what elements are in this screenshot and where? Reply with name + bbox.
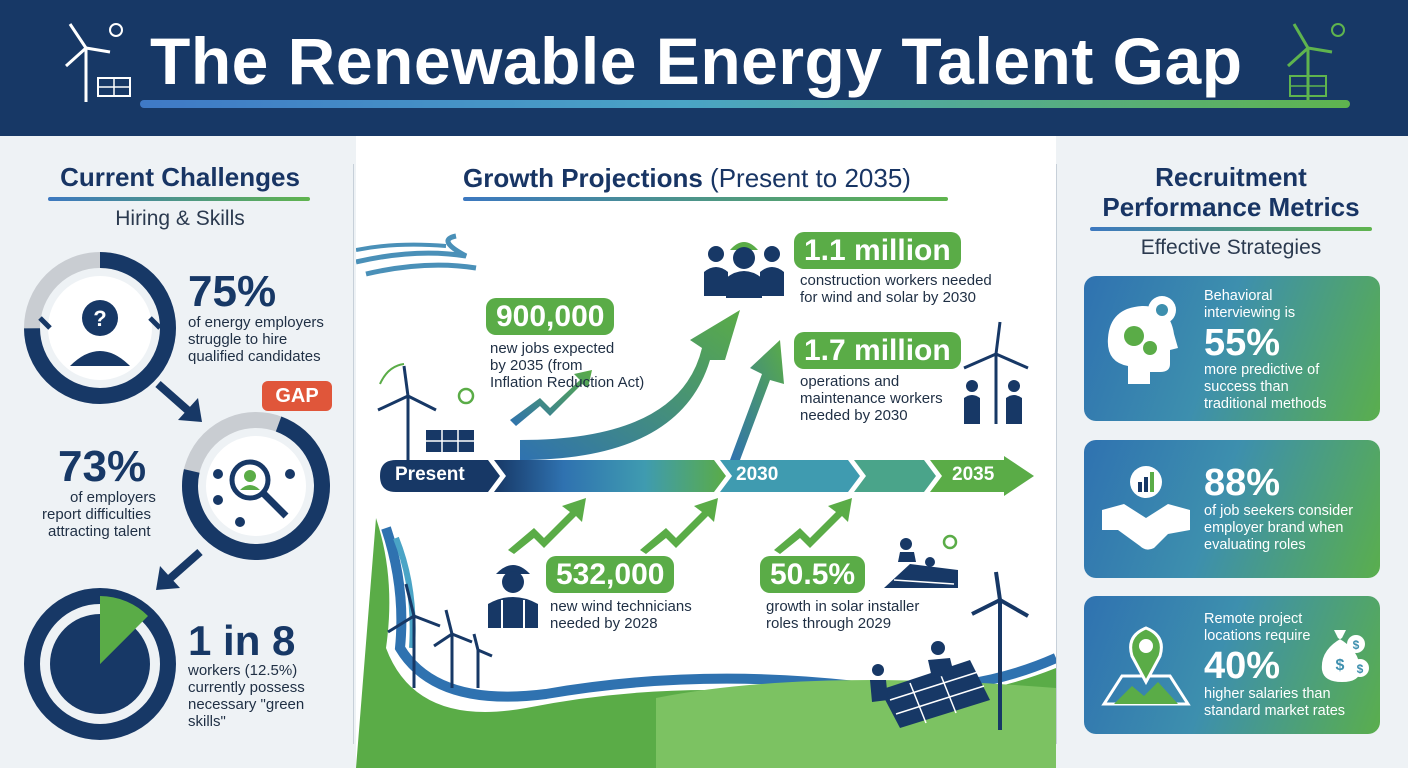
small-arrow-1 bbox=[508, 498, 586, 554]
stat-900k-pill: 900,000 bbox=[486, 298, 615, 335]
section-title-recruitment-line2: Performance Metrics bbox=[1102, 192, 1360, 222]
stat-73-value: 73% bbox=[58, 442, 147, 491]
stat-75-line1: of energy employers bbox=[188, 314, 324, 331]
stat-75-line2: struggle to hire bbox=[188, 331, 288, 348]
card2-line2: employer brand when bbox=[1204, 520, 1344, 536]
section-subtitle-challenges: Hiring & Skills bbox=[115, 207, 245, 230]
stat-1in8-line4: skills" bbox=[188, 713, 226, 730]
section-underline-recruitment bbox=[1090, 227, 1372, 231]
title-underline bbox=[140, 100, 1350, 108]
construction-workers-icon bbox=[704, 242, 784, 298]
wind-turbine-solar-icon-right bbox=[1286, 23, 1345, 102]
stat-532k-pill: 532,000 bbox=[546, 556, 675, 593]
svg-text:$: $ bbox=[1336, 657, 1345, 674]
stat-532k-line1: new wind technicians bbox=[550, 598, 692, 615]
growth-arrows bbox=[510, 310, 784, 460]
section-title-growth: Growth Projections (Present to 2035) bbox=[463, 163, 911, 194]
stat-900k-line1: new jobs expected bbox=[490, 340, 615, 357]
card3-pre-line2: locations require bbox=[1204, 628, 1311, 644]
stat-1-1m-line1: construction workers needed bbox=[800, 272, 992, 289]
section-underline-challenges bbox=[48, 197, 310, 201]
handshake-chart-icon bbox=[1102, 466, 1190, 550]
ring-73-icon bbox=[182, 412, 330, 560]
card1-value: 55% bbox=[1204, 322, 1281, 364]
section-title-challenges: Current Challenges bbox=[60, 162, 300, 192]
section-underline-growth bbox=[463, 197, 948, 201]
stat-1-7m-pill: 1.7 million bbox=[794, 332, 961, 369]
stat-900k-line3: Inflation Reduction Act) bbox=[490, 374, 645, 391]
card1-line3: traditional methods bbox=[1204, 396, 1327, 412]
stat-50-5-line1: growth in solar installer bbox=[766, 598, 920, 615]
card2-value: 88% bbox=[1204, 462, 1281, 504]
small-arrow-2 bbox=[640, 498, 718, 554]
ring-1-in-8-icon bbox=[24, 588, 176, 740]
ring-75-icon: ? bbox=[24, 252, 176, 404]
card3-line1: higher salaries than bbox=[1204, 686, 1331, 702]
card3-line2: standard market rates bbox=[1204, 703, 1346, 719]
stat-75-line3: qualified candidates bbox=[188, 348, 321, 365]
card2-line3: evaluating roles bbox=[1204, 537, 1306, 553]
metric-card-employer-brand bbox=[1084, 440, 1380, 578]
stat-1in8-line2: currently possess bbox=[188, 679, 305, 696]
turbine-solar-present-icon bbox=[377, 363, 475, 464]
stat-50-5-line2: roles through 2029 bbox=[766, 615, 892, 632]
head-gears-icon bbox=[1107, 296, 1178, 384]
arrow-down-left-icon bbox=[156, 549, 203, 590]
stat-532k-line2: needed by 2028 bbox=[550, 615, 658, 632]
stat-1-7m-line3: needed by 2030 bbox=[800, 407, 908, 424]
arrow-down-right-icon bbox=[155, 381, 202, 422]
stat-900k-line2: by 2035 (from bbox=[490, 357, 583, 374]
stat-73-line3: attracting talent bbox=[48, 523, 151, 540]
stat-75-value: 75% bbox=[188, 267, 277, 316]
stat-1-1m-pill: 1.1 million bbox=[794, 232, 961, 269]
stat-73-line2: report difficulties bbox=[42, 506, 151, 523]
rooftop-installers-icon bbox=[884, 534, 958, 588]
stat-1in8-value: 1 in 8 bbox=[188, 617, 296, 664]
card3-value: 40% bbox=[1204, 645, 1281, 687]
timeline-2035: 2035 bbox=[952, 464, 995, 485]
header-banner: The Renewable Energy Talent Gap bbox=[0, 0, 1408, 136]
card1-pre-line1: Behavioral bbox=[1204, 288, 1273, 304]
small-arrow-3 bbox=[774, 498, 852, 554]
gap-badge: GAP bbox=[262, 381, 332, 411]
stat-1-1m-line2: for wind and solar by 2030 bbox=[800, 289, 976, 306]
card1-line1: more predictive of bbox=[1204, 362, 1320, 378]
card1-pre-line2: interviewing is bbox=[1204, 305, 1296, 321]
timeline-present: Present bbox=[395, 464, 465, 485]
timeline-bar bbox=[380, 456, 1034, 496]
section-subtitle-recruitment: Effective Strategies bbox=[1140, 236, 1322, 259]
stat-1-7m-line2: maintenance workers bbox=[800, 390, 943, 407]
map-pin-icon bbox=[1101, 626, 1191, 706]
section-title-growth-suffix: (Present to 2035) bbox=[710, 163, 911, 193]
divider-right bbox=[1056, 164, 1057, 744]
page-title: The Renewable Energy Talent Gap bbox=[150, 24, 1243, 98]
card1-line2: success than bbox=[1204, 379, 1289, 395]
wind-turbine-solar-icon bbox=[64, 23, 131, 102]
stat-1in8-line3: necessary "green bbox=[188, 696, 305, 713]
svg-text:$: $ bbox=[1353, 638, 1360, 652]
wind-turbines-icon bbox=[387, 583, 493, 688]
stat-1in8-line1: workers (12.5%) bbox=[188, 662, 298, 679]
stat-73-line1: of employers bbox=[70, 489, 156, 506]
card2-line1: of job seekers consider bbox=[1204, 503, 1354, 519]
svg-text:$: $ bbox=[1357, 662, 1364, 676]
stat-50-5-pill: 50.5% bbox=[760, 556, 866, 593]
timeline-2030: 2030 bbox=[736, 464, 779, 485]
svg-text:?: ? bbox=[93, 306, 106, 331]
divider-left bbox=[353, 164, 354, 744]
section-title-recruitment-line1: Recruitment bbox=[1155, 162, 1307, 192]
section-title-growth-main: Growth Projections bbox=[463, 163, 703, 193]
maintenance-workers-icon bbox=[963, 321, 1029, 424]
stat-1-7m-line1: operations and bbox=[800, 373, 900, 390]
money-bag-icon: $ $ $ bbox=[1321, 630, 1369, 682]
solar-installers-icon bbox=[870, 571, 1029, 730]
card3-pre-line1: Remote project bbox=[1204, 611, 1303, 627]
wind-technician-icon bbox=[488, 565, 538, 628]
